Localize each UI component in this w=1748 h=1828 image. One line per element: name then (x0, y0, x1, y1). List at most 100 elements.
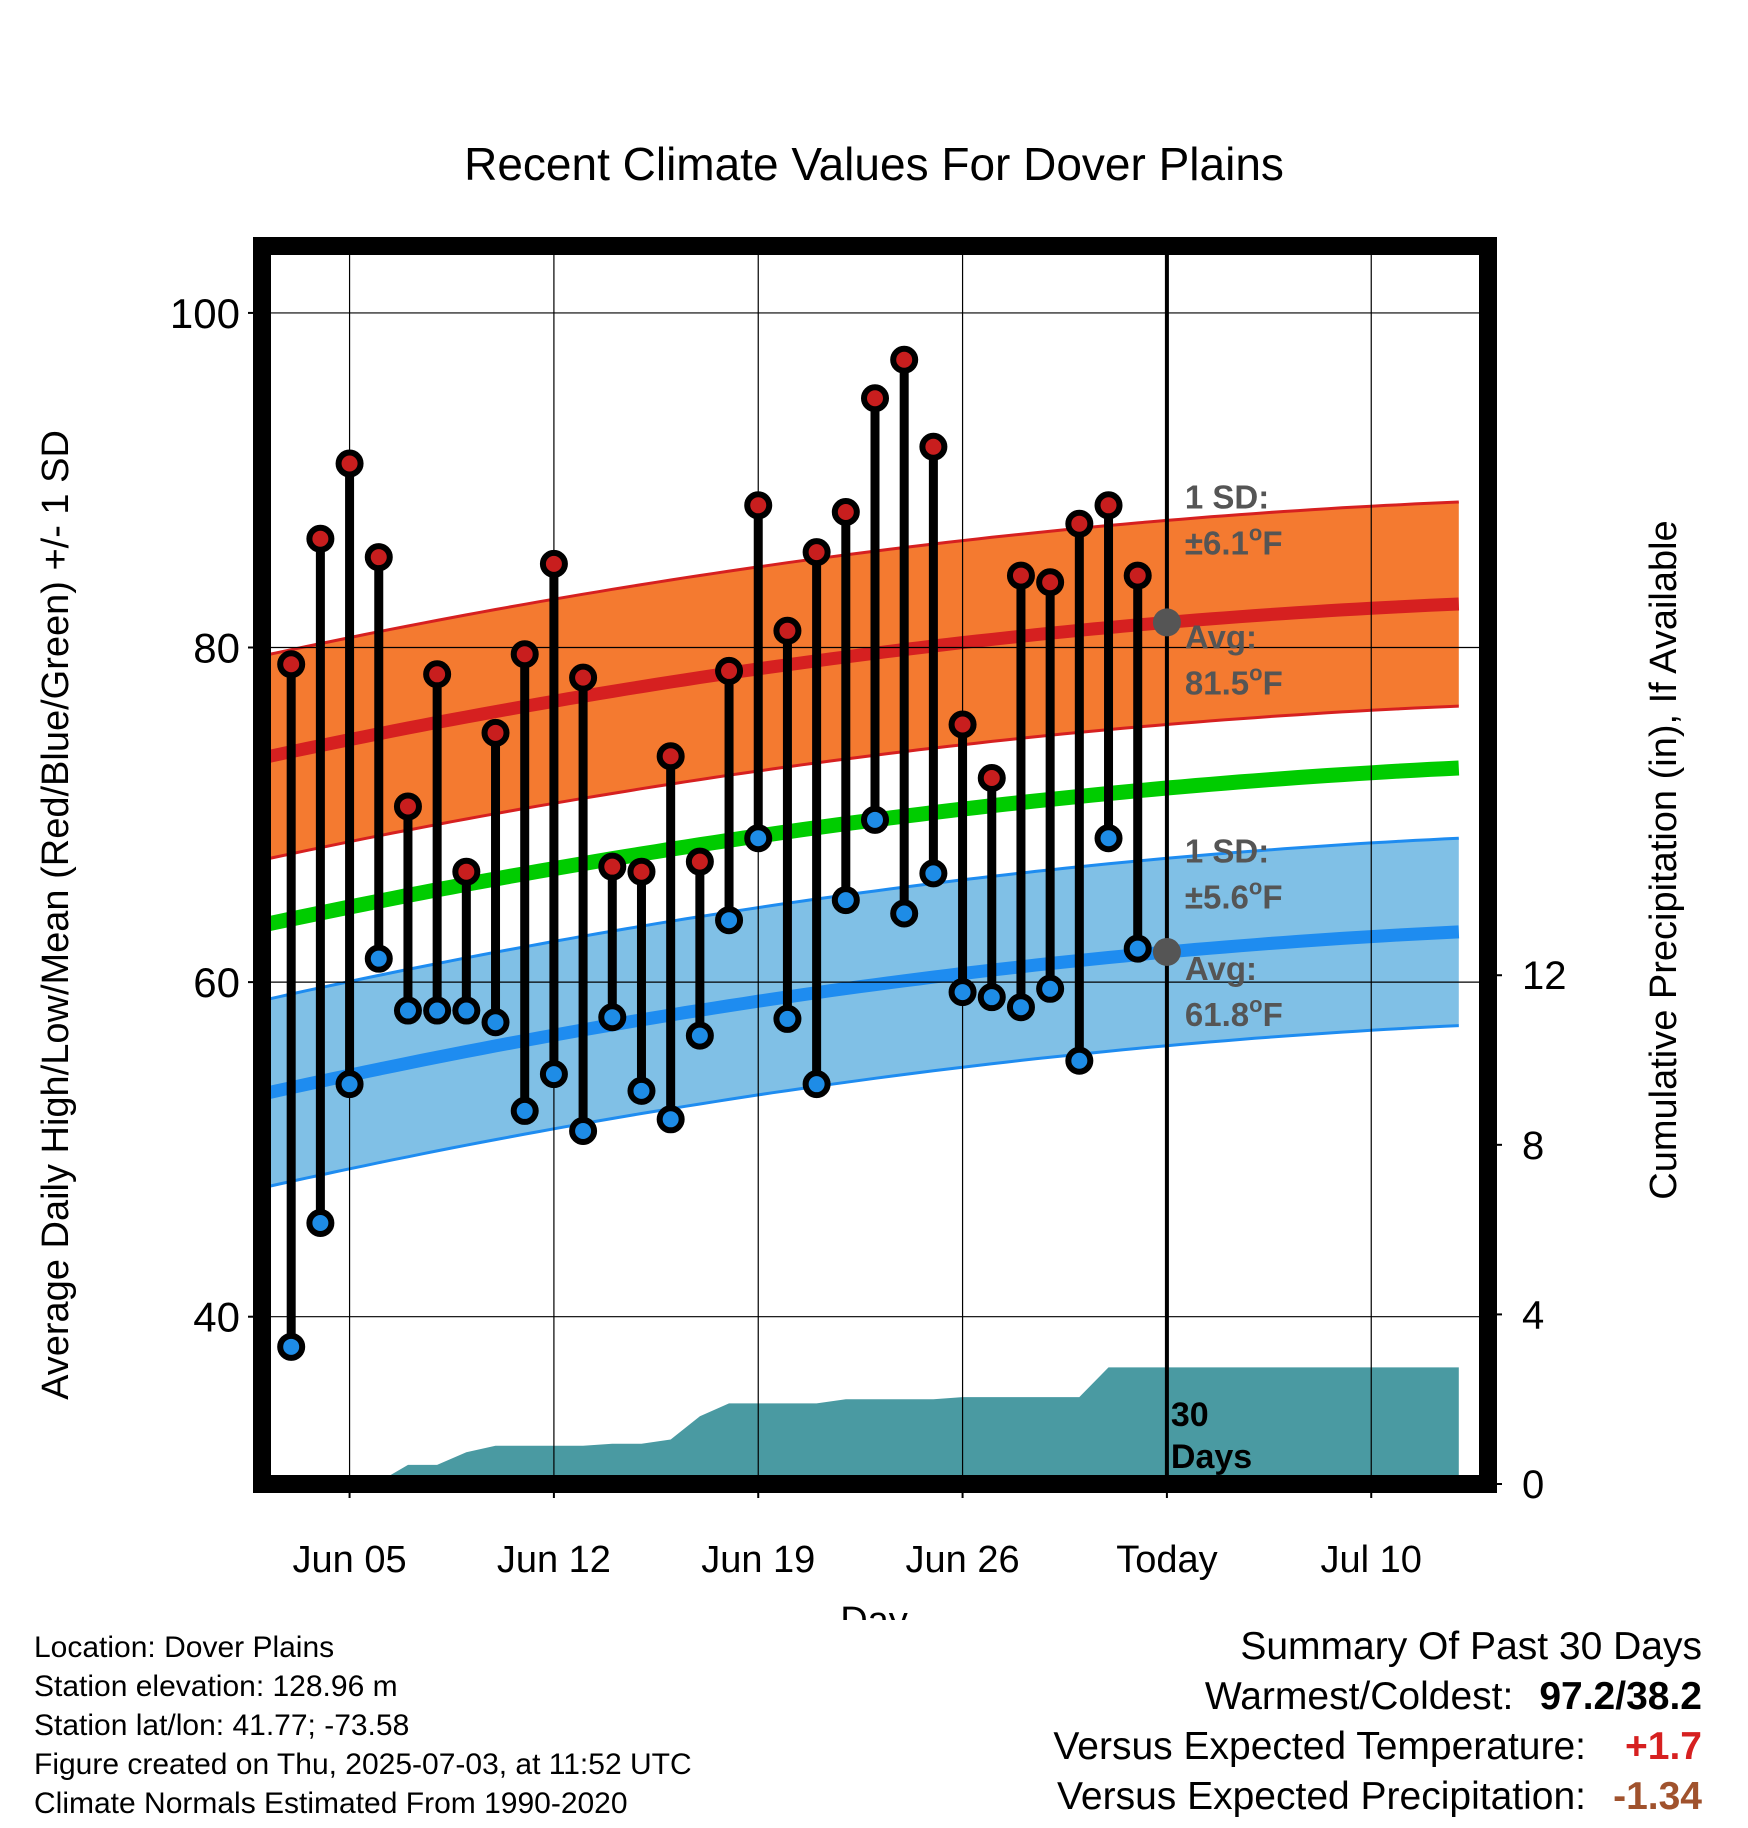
today-high-normal-point (1152, 608, 1181, 637)
low-sd-value: ±5.6oF (1185, 874, 1283, 915)
high-temp-point (598, 852, 627, 881)
latlon-text: Station lat/lon: 41.77; -73.58 (34, 1709, 410, 1742)
precip-departure-value: -1.34 (1613, 1775, 1702, 1818)
elevation-text: Station elevation: 128.96 m (34, 1670, 398, 1703)
warm-cold-value: 97.2/38.2 (1539, 1675, 1702, 1718)
temp-departure-value: +1.7 (1625, 1725, 1702, 1768)
high-temp-point (1036, 568, 1065, 597)
low-temp-point (1036, 974, 1065, 1003)
x-tick-label: Jun 26 (906, 1539, 1020, 1581)
precip-area (262, 1367, 1459, 1484)
location-text: Location: Dover Plains (34, 1631, 335, 1664)
low-temp-point (539, 1060, 568, 1089)
high-temp-point (890, 345, 919, 374)
high-temp-point (831, 498, 860, 527)
low-temp-point (335, 1070, 364, 1099)
high-temp-point (802, 538, 831, 567)
high-temp-point (1065, 509, 1094, 538)
y-tick-label: 80 (193, 625, 240, 672)
normal-annotations: 1 SD: ±6.1oF Avg: 81.5oF 1 SD: ±5.6oF Avg: 61.8… (1152, 478, 1283, 1476)
summary-panel: Summary Of Past 30 Days Warmest/Coldest:… (1053, 1622, 1702, 1822)
normal-bands (260, 500, 1460, 1190)
high-avg-value: 81.5oF (1185, 660, 1283, 701)
y-tick-label: 60 (193, 959, 240, 1006)
low-avg-value: 61.8oF (1185, 992, 1283, 1033)
high-sd-label: 1 SD: (1185, 478, 1269, 515)
plot-frame (253, 237, 1497, 1493)
precipitation-area (262, 1367, 1459, 1484)
x-tick-label: Jun 05 (293, 1539, 407, 1581)
low-temp-point (452, 996, 481, 1025)
y2-tick-label: 8 (1522, 1124, 1544, 1168)
high-temp-point (861, 384, 889, 413)
low-sd-label: 1 SD: (1185, 832, 1269, 869)
low-temp-point (627, 1076, 656, 1105)
low-temp-point (1094, 824, 1123, 853)
high-temp-point (685, 847, 714, 876)
axes: 40 60 80 100 0 4 8 12 Jun 05 Jun 12 Jun 19 Jun 26 To… (170, 290, 1567, 1581)
high-temp-point (393, 792, 422, 821)
x-tick-label: Jun 19 (701, 1539, 815, 1581)
high-temp-point (715, 656, 744, 685)
low-temp-point (919, 859, 948, 888)
high-sd-band (262, 502, 1459, 860)
high-temp-point (1123, 561, 1152, 590)
high-temp-point (1006, 561, 1035, 590)
low-temp-point (598, 1003, 627, 1032)
x-tick-label: Today (1116, 1539, 1217, 1581)
climate-chart: Recent Climate Values For Dover Plains 1… (35, 138, 1685, 1620)
high-sd-upper-edge (261, 500, 1459, 658)
y2-axis-label: Cumulative Precipitation (in), If Availa… (1643, 520, 1685, 1199)
high-temp-point (364, 543, 393, 572)
x-tick-label: Jun 12 (497, 1539, 611, 1581)
x-axis-label: Day (840, 1600, 908, 1620)
low-avg-label: Avg: (1185, 950, 1257, 987)
high-temp-point (277, 650, 306, 679)
low-temp-point (861, 805, 889, 834)
high-temp-point (539, 549, 568, 578)
summary-title: Summary Of Past 30 Days (1240, 1625, 1702, 1668)
low-temp-point (481, 1008, 510, 1037)
high-temp-point (481, 718, 510, 747)
high-temp-point (569, 663, 598, 692)
y-tick-label: 100 (170, 290, 240, 337)
y2-tick-label: 0 (1522, 1463, 1544, 1507)
low-temp-point (1123, 934, 1152, 963)
low-temp-point (277, 1332, 306, 1361)
high-temp-point (656, 742, 685, 771)
y2-tick-label: 12 (1522, 954, 1567, 998)
high-temp-point (452, 857, 481, 886)
high-temp-point (919, 432, 948, 461)
low-temp-point (977, 983, 1006, 1012)
high-temp-point (510, 640, 539, 669)
normals-text: Climate Normals Estimated From 1990-2020 (34, 1787, 628, 1820)
low-temp-point (423, 996, 452, 1025)
high-temp-point (744, 491, 773, 520)
low-normal-line (260, 925, 1460, 1101)
high-temp-point (423, 660, 452, 689)
high-temp-point (948, 710, 977, 739)
temp-departure-label: Versus Expected Temperature: (1053, 1725, 1586, 1768)
low-temp-point (510, 1096, 539, 1125)
low-temp-point (744, 824, 773, 853)
low-temp-point (948, 978, 977, 1007)
x-tick-label: Jul 10 (1321, 1539, 1422, 1581)
high-temp-point (306, 524, 335, 553)
daily-range-stems (286, 359, 1143, 1347)
high-sd-lower-edge (261, 704, 1459, 862)
precip-departure-label: Versus Expected Precipitation: (1057, 1775, 1586, 1818)
low-temp-point (773, 1004, 802, 1033)
high-temp-point (1094, 491, 1123, 520)
high-normal-line (260, 597, 1460, 765)
low-temp-point (715, 906, 744, 935)
mean-normal-line (260, 760, 1460, 933)
low-temp-point (890, 899, 919, 928)
low-temp-point (685, 1021, 714, 1050)
station-info: Location: Dover Plains Station elevation… (34, 1628, 692, 1823)
today-low-normal-point (1152, 937, 1181, 966)
warm-cold-label: Warmest/Coldest: (1204, 1675, 1514, 1718)
low-temp-point (364, 944, 393, 973)
low-temp-point (656, 1105, 685, 1134)
chart-title: Recent Climate Values For Dover Plains (464, 138, 1284, 190)
low-temp-point (802, 1070, 831, 1099)
